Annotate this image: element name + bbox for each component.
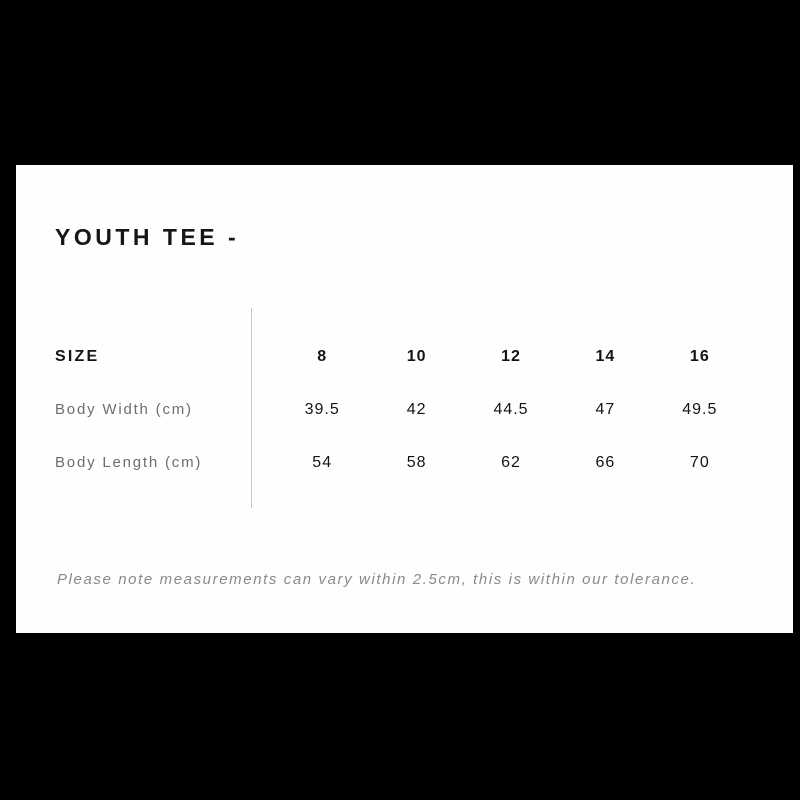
size-column-header: SIZE [55, 347, 100, 365]
size-header-value: 10 [406, 347, 427, 365]
measurement-value: 49.5 [682, 400, 718, 418]
measurement-value: 39.5 [304, 400, 340, 418]
size-header-value: 12 [501, 347, 521, 365]
measurement-value: 70 [689, 453, 710, 471]
size-header-value: 16 [689, 347, 710, 365]
measurement-value: 47 [595, 400, 616, 418]
table-header-row: SIZE 8 10 12 14 16 [55, 330, 747, 383]
tolerance-note: Please note measurements can vary within… [57, 571, 697, 588]
row-cells: 54 58 62 66 70 [275, 454, 747, 472]
measurement-value: 66 [595, 453, 616, 471]
measurement-value: 58 [406, 453, 427, 471]
table-divider [251, 308, 252, 508]
row-cells: 39.5 42 44.5 47 49.5 [275, 401, 747, 419]
row-label: Body Width (cm) [55, 401, 193, 418]
size-header-value: 14 [595, 347, 616, 365]
measurement-value: 44.5 [493, 400, 529, 418]
measurement-value: 42 [406, 400, 427, 418]
table-row-body-length: Body Length (cm) 54 58 62 66 70 [55, 436, 747, 489]
measurement-value: 62 [501, 453, 521, 471]
size-header-value: 8 [317, 347, 328, 365]
table-row-body-width: Body Width (cm) 39.5 42 44.5 47 49.5 [55, 383, 747, 436]
measurement-value: 54 [312, 453, 333, 471]
size-header-cells: 8 10 12 14 16 [275, 348, 747, 366]
size-table: SIZE 8 10 12 14 16 Body Width (cm) 39.5 … [55, 308, 747, 508]
product-title: YOUTH TEE - [55, 224, 240, 250]
size-chart-card: YOUTH TEE - SIZE 8 10 12 14 16 Body Widt… [16, 165, 793, 633]
row-label: Body Length (cm) [55, 454, 203, 471]
